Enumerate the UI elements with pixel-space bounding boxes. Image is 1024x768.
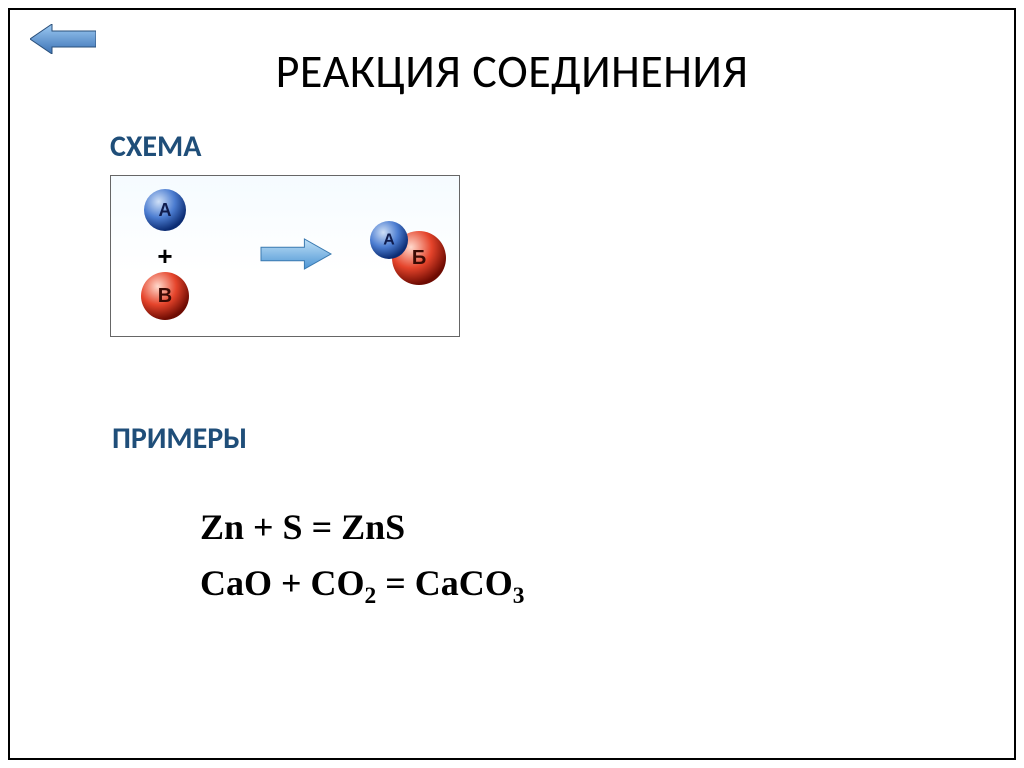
- reaction-arrow-icon: [261, 239, 331, 269]
- equations-block: Zn + S = ZnS CaO + CO2 = CaCO3: [200, 500, 524, 614]
- plus-sign: +: [157, 241, 172, 271]
- eq2-part2: = CaCO: [376, 563, 513, 603]
- equation-2: CaO + CO2 = CaCO3: [200, 556, 524, 614]
- subhead-examples: ПРИМЕРЫ: [112, 420, 247, 457]
- product-atom-b-label: Б: [412, 247, 426, 269]
- product-atom-a-label: А: [383, 232, 395, 249]
- equation-1: Zn + S = ZnS: [200, 500, 524, 556]
- slide-title: РЕАКЦИЯ СОЕДИНЕНИЯ: [0, 44, 1024, 100]
- atom-b-label: В: [158, 285, 172, 307]
- eq2-sub2: 3: [513, 583, 525, 609]
- slide-border: [8, 8, 1016, 760]
- subhead-schema: СХЕМА: [110, 128, 201, 165]
- schema-diagram: А + В Б А: [110, 175, 460, 337]
- atom-a-label: А: [159, 200, 172, 220]
- eq2-sub1: 2: [365, 583, 377, 609]
- eq2-part0: CaO + CO: [200, 563, 365, 603]
